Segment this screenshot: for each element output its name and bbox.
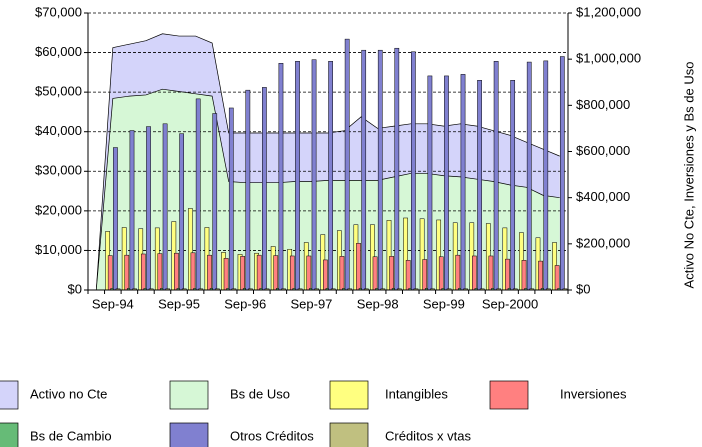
legend-label: Bs de Uso [230,386,290,401]
legend-swatch [489,380,529,410]
bar [113,147,118,291]
bar [339,256,345,291]
bar [455,254,461,291]
y2-tick-label: $200,000 [576,235,630,250]
legend-swatch [0,422,19,447]
x-tick-label: Sep-94 [92,296,134,311]
area-line [95,88,560,291]
legend-swatch [169,380,209,410]
legend-swatch [329,422,369,447]
legend-label: Otros Créditos [230,428,314,443]
bar [477,80,482,291]
bar [438,256,444,291]
area-line [95,33,560,291]
bar [240,256,245,291]
bar [521,260,527,291]
bar [273,255,279,291]
bar [505,258,510,291]
bar [195,98,201,291]
bar [129,130,135,291]
bar [140,253,146,291]
bar [323,259,328,291]
legend-label: Bs de Cambio [30,428,112,443]
y2-tick-label: $0 [576,281,590,296]
bar [444,75,449,291]
bar [223,258,229,291]
bar [157,253,163,291]
bar [344,38,350,291]
legend-label: Inversiones [560,386,627,401]
x-tick-label: Sep-99 [423,296,465,311]
bar [427,75,433,291]
bar [245,89,251,291]
bar [212,113,218,291]
bar [554,265,560,291]
x-tick-label: Sep-96 [224,296,266,311]
bar [361,49,367,291]
bar [107,255,113,291]
y-tick-label: $30,000 [35,163,82,178]
bar [472,255,477,291]
y2-tick-label: $600,000 [576,143,630,158]
bar [372,256,378,291]
bar [411,51,416,291]
bar [493,61,499,291]
bar [328,61,333,291]
y2-axis-label: Activo No Cte, Inversiones y Bs de Uso [681,62,696,289]
bar [377,49,383,291]
bar [262,87,267,291]
bar [389,256,394,291]
bar [289,255,295,291]
legend-swatch [169,422,209,447]
x-tick-label: Sep-2000 [482,296,538,311]
x-tick-label: Sep-98 [357,296,399,311]
y2-tick-label: $400,000 [576,189,630,204]
bar [256,254,262,291]
bar [394,47,400,291]
y-tick-label: $10,000 [35,242,82,257]
bar [146,126,151,291]
y2-tick-label: $1,200,000 [576,4,641,19]
y-tick-label: $0 [68,281,82,296]
bar [460,74,466,291]
y-tick-label: $20,000 [35,202,82,217]
bar [228,107,234,291]
legend-swatch [329,380,369,410]
y-tick-label: $70,000 [35,4,82,19]
bar [405,260,411,291]
bar [559,56,565,291]
legend-label: Activo no Cte [30,386,107,401]
x-tick-label: Sep-95 [158,296,200,311]
y-tick-label: $50,000 [35,84,82,99]
bar [207,254,212,291]
bar [356,243,361,291]
bar [179,133,184,291]
area-fill [96,89,560,290]
legend-label: Créditos x vtas [385,428,471,443]
bar [306,255,312,291]
y2-tick-label: $1,000,000 [576,51,641,66]
y-tick-label: $60,000 [35,44,82,59]
bar [190,252,196,291]
bar [538,260,543,291]
bar [162,123,168,291]
x-tick-label: Sep-97 [290,296,332,311]
bar [278,63,284,291]
bar [174,252,179,291]
bar [124,254,130,291]
legend-swatch [0,380,19,410]
bar [311,59,317,291]
y-tick-label: $40,000 [35,123,82,138]
bar [543,60,549,291]
bar [422,259,428,291]
bar [488,255,494,291]
bar [510,80,516,291]
y2-tick-label: $800,000 [576,97,630,112]
bar [526,61,532,291]
bar [295,61,300,291]
legend-label: Intangibles [385,386,448,401]
